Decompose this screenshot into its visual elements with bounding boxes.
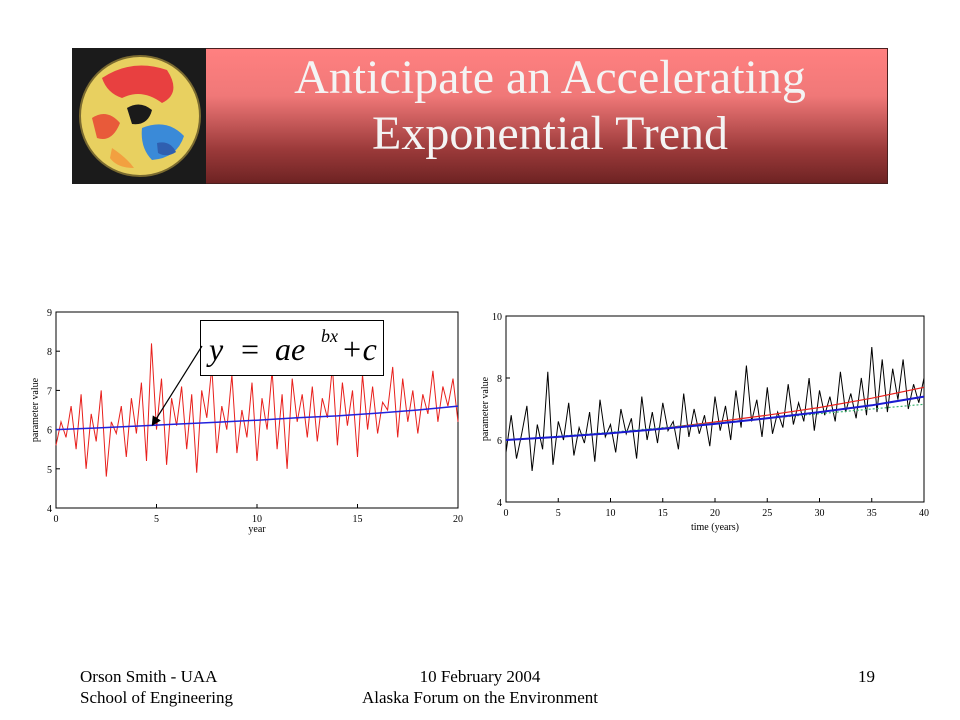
y-axis-label: parameter value: [30, 377, 41, 442]
x-tick-label: 15: [353, 514, 363, 525]
chart-right: 0 5 10 15 20 25 30 35 40 4 6 8 10 time (years) paramet…: [480, 312, 929, 533]
x-tick-label: 10: [252, 514, 262, 525]
equation-y: y: [209, 331, 224, 367]
title-line-1: Anticipate an Accelerating: [294, 51, 806, 104]
equation-box: y = ae bx +c: [200, 320, 384, 376]
x-tick-label: 20: [453, 514, 463, 525]
y-tick-label: 8: [497, 374, 502, 385]
x-tick-label: 30: [815, 508, 825, 519]
x-tick-label: 0: [504, 508, 509, 519]
y-tick-label: 6: [497, 436, 502, 447]
series-line-3: [505, 395, 925, 441]
arctic-globe-image: [79, 55, 201, 177]
footer-center: 10 February 2004 Alaska Forum on the Env…: [330, 666, 630, 708]
x-tick-label: 35: [867, 508, 877, 519]
x-tick-label: 15: [658, 508, 668, 519]
x-tick-label: 0: [54, 514, 59, 525]
x-tick-label: 20: [710, 508, 720, 519]
x-tick-label: 5: [556, 508, 561, 519]
equation-exponent: bx: [321, 326, 338, 346]
x-tick-label: 5: [154, 514, 159, 525]
y-tick-label: 5: [47, 465, 52, 476]
footer-event: Alaska Forum on the Environment: [361, 688, 599, 707]
equation-arrow: [151, 345, 203, 427]
y-tick-label: 8: [47, 347, 52, 358]
y-tick-label: 9: [47, 308, 52, 319]
series-line-1: [55, 405, 459, 431]
y-axis-label: parameter value: [480, 376, 491, 441]
footer-author: Orson Smith - UAA: [80, 667, 218, 686]
y-tick-label: 6: [47, 426, 52, 437]
y-tick-label: 4: [497, 498, 502, 509]
footer-left: Orson Smith - UAA School of Engineering: [80, 666, 233, 708]
x-axis-label: time (years): [691, 522, 739, 533]
plot-frame: [505, 315, 925, 503]
y-tick-label: 10: [492, 312, 502, 323]
y-tick-label: 7: [47, 386, 52, 397]
title-line-2: Exponential Trend: [372, 107, 728, 160]
equation-ae: ae: [275, 331, 306, 367]
x-tick-label: 25: [762, 508, 772, 519]
slide-title: Anticipate an Accelerating Exponential T…: [220, 50, 880, 162]
globe-image-panel: [72, 48, 206, 184]
footer-date: 10 February 2004: [419, 667, 541, 686]
footer-school: School of Engineering: [80, 688, 233, 707]
x-tick-label: 40: [919, 508, 929, 519]
equation-equals: =: [241, 331, 260, 367]
x-tick-label: 10: [606, 508, 616, 519]
equation-plus-c: +c: [341, 331, 377, 367]
x-axis-label: year: [248, 524, 266, 535]
title-banner: [72, 48, 888, 184]
page-number: 19: [858, 667, 875, 686]
series-line-0: [55, 343, 459, 477]
y-tick-label: 4: [47, 504, 52, 515]
